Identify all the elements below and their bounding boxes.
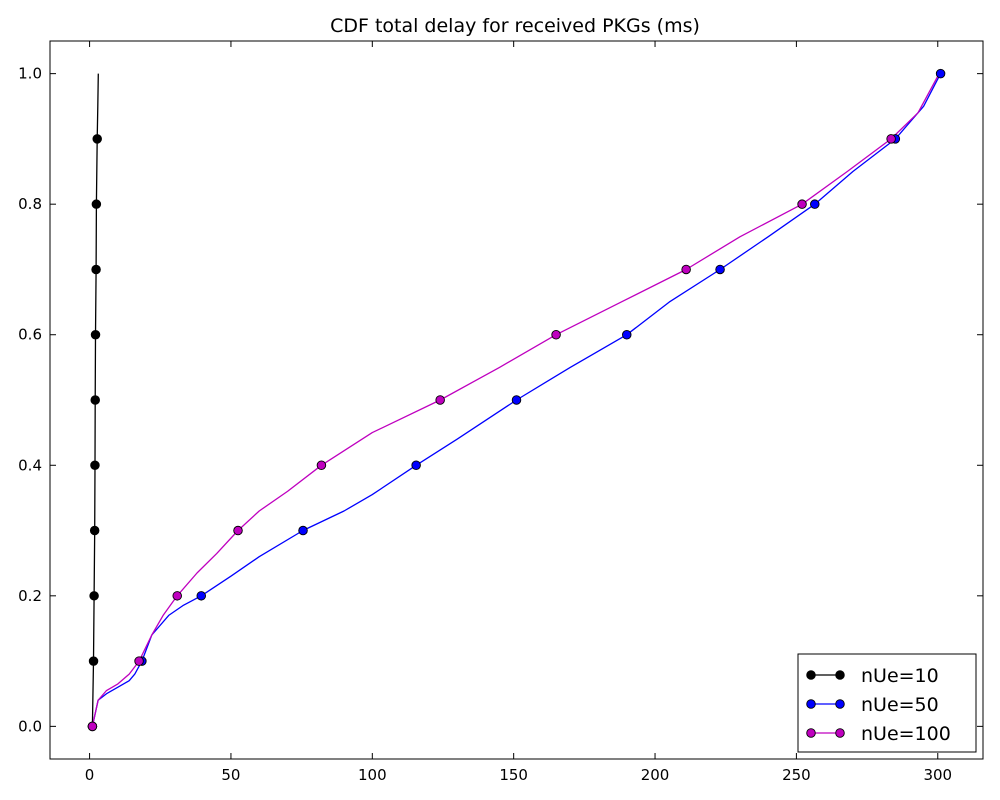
series-1-point [196, 591, 207, 601]
legend-label: nUe=10 [861, 665, 939, 687]
legend-marker [835, 699, 845, 709]
series-1-point [715, 264, 725, 275]
x-axis: 0 50 100 150 200 250 300 [85, 41, 952, 784]
y-tick-label: 0.8 [18, 195, 42, 213]
series-1-point [622, 329, 632, 340]
series-2-point [551, 329, 561, 340]
series-2-point [435, 395, 445, 405]
x-tick-label: 200 [641, 766, 670, 784]
series-0-point [90, 460, 100, 471]
series-2-point [233, 525, 243, 536]
series-2-point [681, 264, 691, 275]
series-1-point [411, 460, 421, 471]
legend-label: nUe=50 [861, 694, 939, 716]
series-2-point [797, 199, 807, 209]
series-1-point [511, 395, 522, 405]
x-tick-label: 0 [85, 766, 95, 784]
legend-marker [835, 670, 845, 680]
series-1-point [810, 199, 820, 209]
series-2-point [886, 134, 896, 144]
legend: nUe=10 nUe=50 nUe=100 [797, 653, 977, 753]
series-2-point [87, 721, 98, 732]
series-1-point [298, 525, 308, 536]
series-line-0 [91, 73, 99, 727]
x-tick-label: 300 [923, 766, 952, 784]
series-2-point [134, 656, 144, 666]
series-0-point [90, 329, 101, 340]
series-0-point [91, 264, 101, 275]
series-line-1 [91, 73, 942, 727]
y-tick-label: 0.4 [18, 456, 42, 474]
x-tick-label: 50 [221, 766, 240, 784]
plot-frame [49, 40, 984, 760]
y-tick-label: 1.0 [18, 65, 42, 83]
legend-marker [806, 670, 816, 680]
x-tick-label: 150 [499, 766, 528, 784]
series-markers [87, 68, 946, 732]
series-0-point [92, 134, 102, 144]
x-tick-label: 100 [358, 766, 387, 784]
y-axis: 0.0 0.2 0.4 0.6 0.8 1.0 [18, 65, 983, 735]
series-0-point [90, 395, 100, 405]
legend-marker [835, 728, 845, 738]
series-0-point [88, 656, 99, 666]
legend-marker [806, 728, 816, 738]
y-tick-label: 0.6 [18, 326, 42, 344]
series-2-point [316, 460, 327, 471]
series-lines [91, 73, 942, 727]
x-tick-label: 250 [782, 766, 811, 784]
legend-box [797, 653, 977, 753]
series-0-point [89, 525, 100, 536]
series-0-point [91, 199, 102, 209]
chart-title: CDF total delay for received PKGs (ms) [330, 15, 700, 37]
y-tick-label: 0.0 [18, 717, 42, 735]
y-tick-label: 0.2 [18, 587, 42, 605]
series-0-point [89, 591, 99, 601]
series-line-2 [91, 73, 940, 727]
legend-marker [806, 699, 816, 709]
series-2-point [172, 591, 182, 601]
legend-label: nUe=100 [861, 723, 951, 745]
series-1-point [935, 68, 946, 79]
